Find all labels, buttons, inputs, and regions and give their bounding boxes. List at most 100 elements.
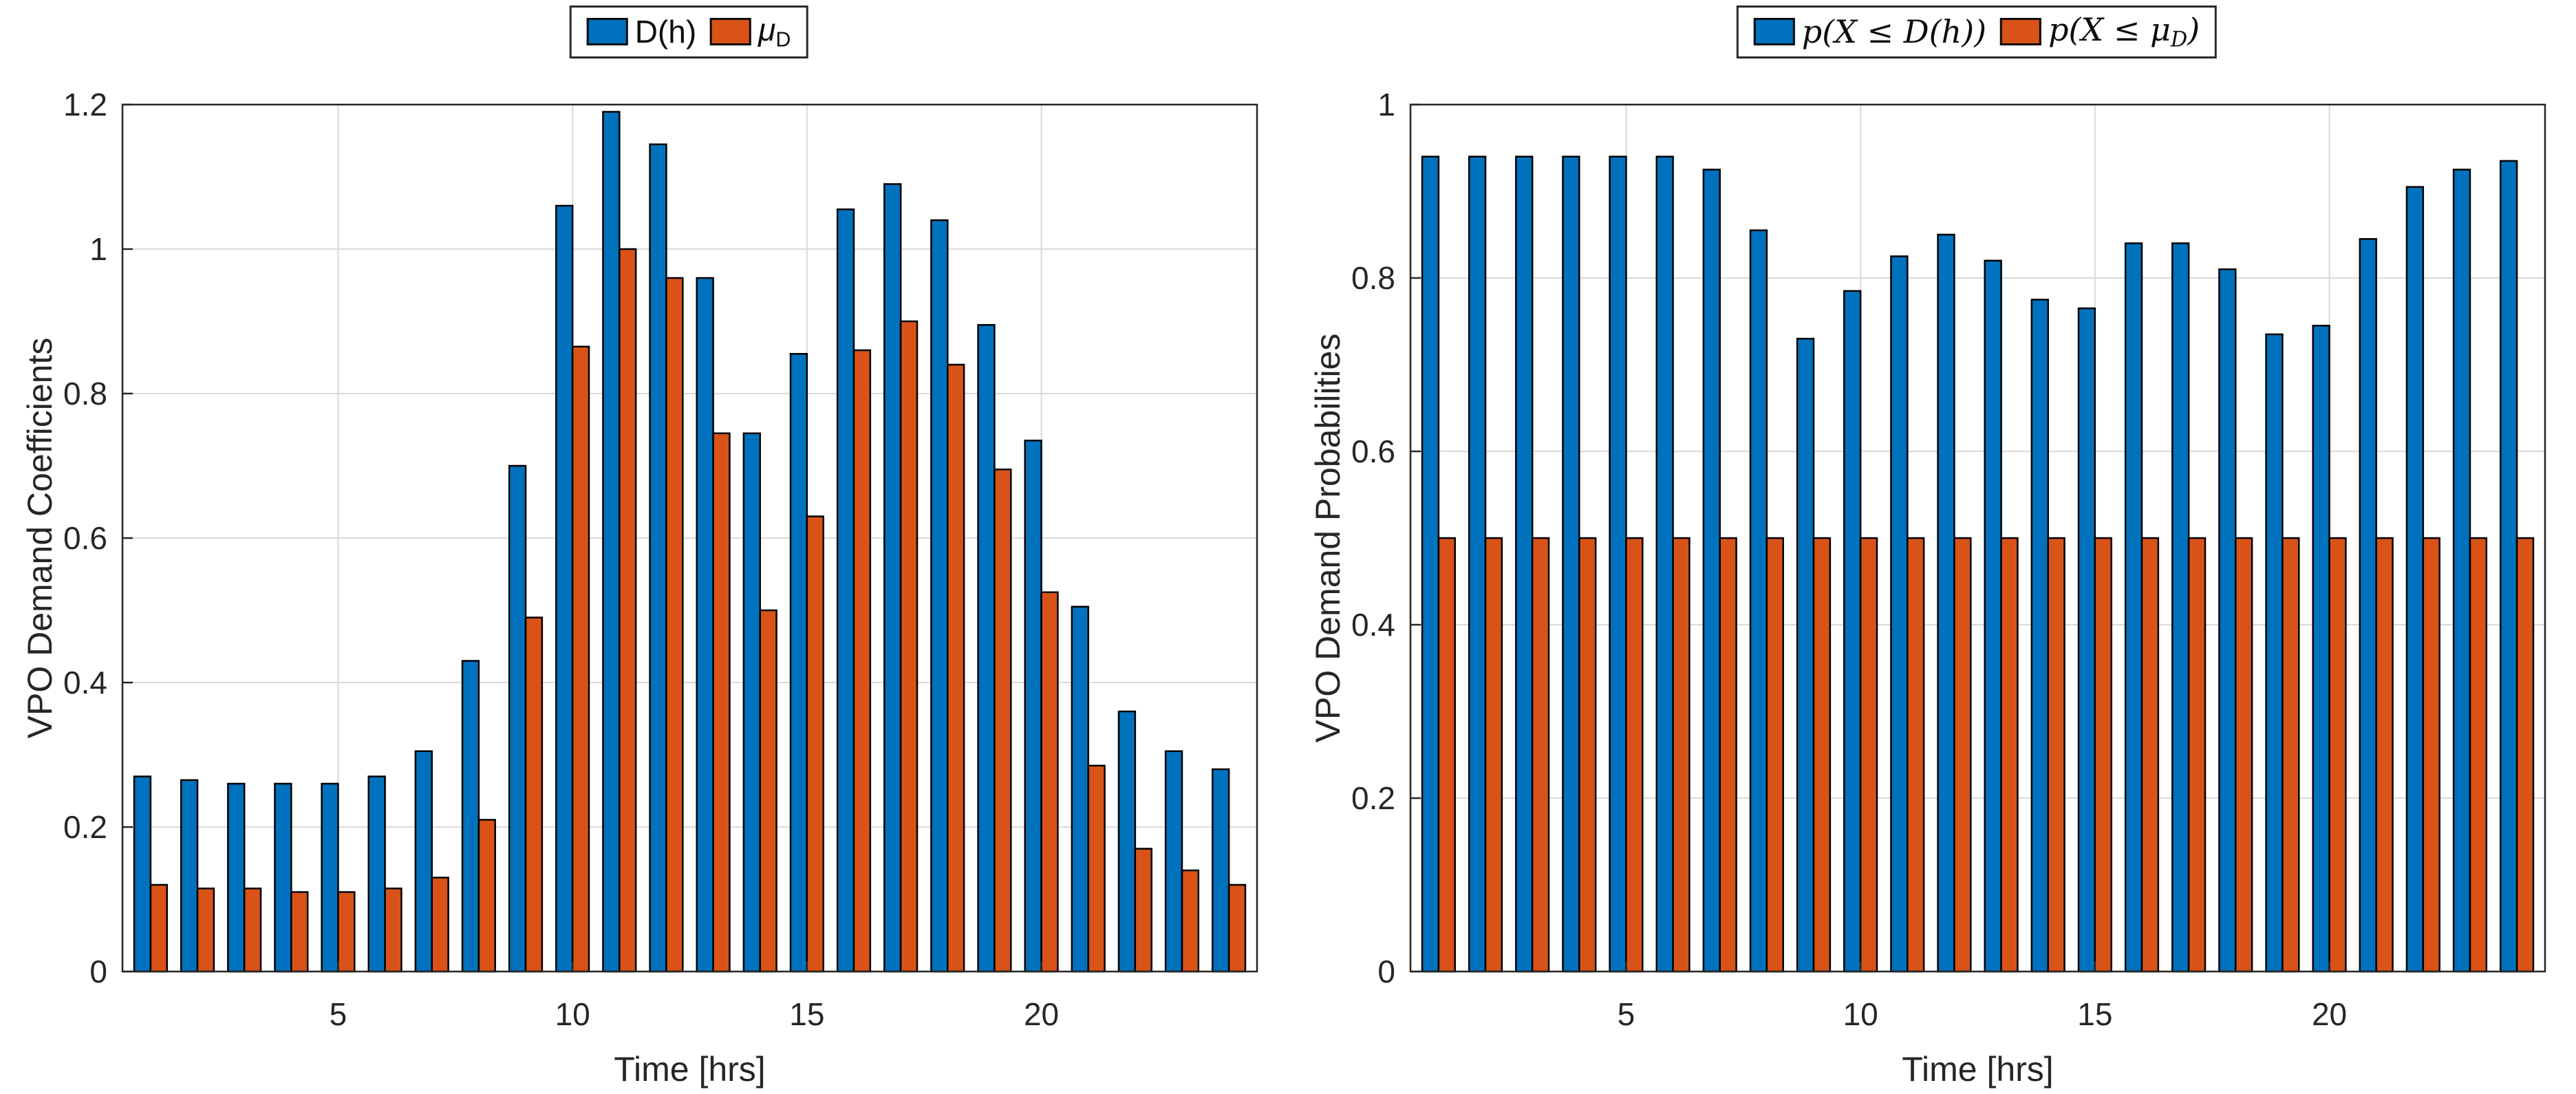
bar-s0-h6 [367,775,386,973]
bar-s0-h11 [602,111,621,973]
bar-s0-h24 [1212,768,1230,973]
y-tick-label: 0.2 [1351,780,1395,816]
bar-s0-h4 [1562,155,1580,973]
x-axis-label: Time [hrs] [1902,1050,2053,1088]
bar-s0-h24 [2500,160,2518,973]
bar-s1-h20 [1040,591,1059,973]
legend-label-series-p-x-le-mu-d: p(X ≤ μD) [2048,11,2200,52]
bar-s1-h7 [1719,537,1737,973]
bar-s0-h2 [1468,155,1487,973]
bar-s1-h11 [1907,537,1925,973]
bar-s1-h2 [196,888,215,973]
y-tick-label: 0.4 [63,665,107,700]
bar-s0-h22 [1117,710,1137,973]
bar-s1-h20 [2328,537,2347,973]
bar-s0-h1 [133,775,152,973]
bar-s1-h22 [1134,848,1152,973]
y-tick-label: 0.8 [63,376,107,411]
x-tick-label: 20 [2312,996,2347,1032]
bar-s0-h16 [2124,242,2143,973]
bar-s0-h4 [274,782,292,973]
bar-s1-h17 [2187,537,2207,973]
bars-orange [149,248,1247,973]
bar-s1-h4 [1578,537,1597,973]
bar-s0-h20 [2312,325,2330,973]
bar-s0-h1 [1421,155,1440,973]
y-tick-label: 0 [1377,954,1395,989]
bar-s0-h13 [696,277,714,973]
bar-s0-h18 [930,219,949,973]
x-tick-label: 5 [1618,996,1635,1032]
bar-s0-h3 [227,782,246,973]
bar-s0-h22 [2405,186,2425,973]
bar-s1-h18 [947,363,965,973]
bar-s1-h18 [2235,537,2253,973]
bar-s1-h2 [1484,537,1503,973]
y-tick-label: 0.4 [1351,607,1395,643]
legend-label-series-mu-d: μD [758,12,791,52]
bar-s0-h5 [321,782,339,973]
bar-s0-h15 [789,353,808,973]
bar-s1-h8 [477,819,496,973]
bar-s0-h3 [1515,155,1534,973]
bar-s1-h8 [1765,537,1784,973]
bar-s0-h21 [1071,605,1089,973]
bar-s1-h19 [2282,537,2300,973]
bar-s0-h21 [2359,238,2377,973]
bar-s0-h8 [1749,229,1768,973]
bar-s1-h14 [2047,537,2065,973]
bar-s1-h23 [1181,869,1200,973]
y-tick-label: 1.2 [63,87,107,122]
y-axis-label: VPO Demand Coefficients [21,338,59,739]
bar-s0-h13 [1984,259,2002,973]
bar-s1-h17 [899,320,919,973]
bar-s1-h4 [290,891,309,973]
y-tick-label: 0.2 [63,809,107,845]
x-tick-label: 10 [1843,996,1878,1032]
bar-s1-h5 [337,891,356,973]
y-tick-label: 0.8 [1351,260,1395,296]
chart-demand-coefficients: D(h) μD 0 0.2 0.4 0.6 0.8 1 1.2 5 10 15 20 Time [hrs… [21,6,1258,1088]
bar-s0-h20 [1024,440,1042,973]
legend-label-series-p-x-le-dh: p(X ≤ D(h)) [1801,13,1987,51]
bar-chart-coefficients: 0 0.2 0.4 0.6 0.8 1 1.2 5 10 15 20 Time [hrs] VPO De… [21,87,1258,1088]
bar-s0-h12 [649,143,667,973]
bar-s0-h23 [2452,169,2471,973]
bar-s1-h1 [149,883,168,973]
legend-label-series-dh: D(h) [634,14,697,50]
bar-s0-h2 [180,779,199,973]
x-tick-label: 20 [1024,996,1059,1032]
legend-patch-series-mu-d [710,18,752,46]
bar-s1-h13 [2000,537,2019,973]
bar-s1-h6 [384,888,402,973]
bar-s0-h5 [1609,155,1627,973]
bar-s1-h6 [1672,537,1690,973]
bar-s0-h23 [1164,750,1183,973]
bar-s0-h16 [836,208,855,973]
bar-s1-h24 [1227,883,1247,973]
bar-s0-h10 [1843,290,1862,973]
bar-s1-h10 [1859,537,1878,973]
tick-labels: 00.20.40.60.815 10 15 20 [1351,87,2347,1032]
bar-s0-h8 [461,660,480,973]
legend-patch-series-dh [586,18,628,46]
bar-s1-h9 [1812,537,1832,973]
x-axis-label: Time [hrs] [614,1050,765,1088]
bar-s0-h11 [1890,255,1909,973]
tick-labels: 0 0.2 0.4 0.6 0.8 1 1.2 5 10 15 20 [63,87,1059,1032]
bar-s0-h15 [2077,307,2096,973]
tick-marks [1410,103,2330,973]
legend-patch-series-p-x-le-dh [1753,18,1795,46]
tick-marks [122,103,1042,973]
bar-s0-h9 [1796,337,1815,973]
bars-blue [133,111,1230,973]
bars-orange [1437,537,2535,973]
y-axis-label: VPO Demand Probabilities [1309,334,1347,743]
bar-s0-h7 [414,750,433,973]
bar-s1-h16 [852,349,872,973]
bar-s0-h10 [555,204,574,973]
bar-s1-h12 [665,277,684,973]
bar-s1-h19 [994,469,1012,973]
bar-s1-h12 [1953,537,1972,973]
